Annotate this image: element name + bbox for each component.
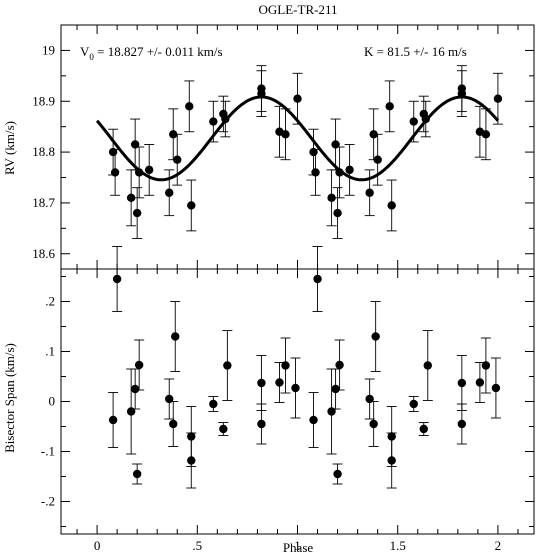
rv-ytick-label: 18.7: [32, 195, 55, 210]
bisector-data-point: [313, 274, 322, 284]
bisector-data-point: [419, 424, 428, 434]
rv-panel: 18.6 18.7 18.8 18.9 19: [32, 24, 535, 270]
bisector-data-point: [291, 383, 300, 393]
v0-annotation: V0 = 18.827 +/- 0.011 km/s: [80, 44, 223, 62]
chart-title: OGLE-TR-211: [259, 2, 338, 17]
bisector-data-point: [171, 332, 180, 341]
bisector-data-point: [457, 378, 467, 388]
rv-data-point: [165, 188, 174, 197]
rv-data-point: [327, 193, 336, 203]
bisector-data-point: [481, 361, 491, 370]
rv-ytick-label: 18.6: [32, 246, 55, 261]
v0-subscript: 0: [89, 52, 94, 62]
rv-data-point: [335, 168, 344, 177]
rv-data-point: [387, 201, 396, 210]
bisector-ytick-label: 0: [49, 394, 56, 409]
rv-data-point: [144, 165, 154, 175]
phase-tick-label: 1: [294, 538, 301, 553]
bisector-data-point: [169, 419, 178, 429]
rv-data-point: [385, 102, 394, 111]
bisector-data-point: [219, 424, 228, 434]
bisector-data-point: [409, 399, 418, 409]
rv-data-point: [110, 168, 120, 177]
bisector-data-point: [108, 415, 118, 425]
bisector-data-point: [335, 360, 344, 370]
bisector-data-point: [331, 384, 340, 394]
rv-data-point: [185, 102, 194, 111]
rv-data-point: [421, 114, 430, 124]
rv-data-point: [333, 208, 342, 218]
rv-data-point: [126, 193, 136, 203]
bisector-data-point: [257, 378, 266, 388]
rv-data-point: [132, 208, 142, 218]
bisector-data-point: [475, 378, 485, 387]
rv-data-point: [221, 114, 230, 124]
rv-data-point: [257, 89, 266, 98]
phase-tick-label: 2: [495, 538, 502, 553]
bisector-data-point: [130, 384, 140, 394]
rv-data-point: [311, 168, 320, 177]
bisector-data-point: [112, 274, 122, 284]
phase-tick-label: 1.5: [390, 538, 406, 553]
bisector-data-point: [491, 383, 501, 393]
rv-axis-title: RV (km/s): [2, 121, 17, 175]
bisector-data-point: [223, 361, 232, 370]
rv-data-point: [457, 89, 467, 98]
phase-tick-label: 0: [94, 538, 101, 553]
rv-data-point: [409, 117, 418, 126]
phase-tick-label: .5: [192, 538, 202, 553]
bisector-data-point: [423, 361, 432, 370]
rv-ytick-label: 18.9: [32, 93, 55, 108]
rv-ytick-label: 19: [42, 42, 55, 57]
bisector-data-point: [371, 332, 380, 341]
bisector-data-point: [333, 469, 342, 479]
bisector-data-point: [275, 378, 284, 387]
bisector-data-point: [134, 360, 144, 370]
k-annotation: K = 81.5 +/- 16 m/s: [364, 44, 467, 59]
bisector-ytick-label: -.1: [41, 444, 55, 459]
bisector-frame: [60, 268, 535, 535]
rv-data-point: [187, 201, 196, 210]
bisector-ytick-label: -.2: [41, 494, 55, 509]
v0-symbol: V: [80, 44, 90, 59]
rv-data-point: [134, 168, 144, 177]
rv-data-point: [281, 130, 290, 139]
rv-data-point: [209, 117, 218, 126]
phase-axis-title: Phase: [283, 540, 314, 555]
bisector-data-point: [187, 456, 196, 465]
rv-data-point: [345, 165, 354, 175]
bisector-data-point: [281, 361, 290, 370]
bisector-data-point: [309, 415, 318, 425]
rv-ytick-label: 18.8: [32, 144, 55, 159]
v0-value: = 18.827 +/- 0.011 km/s: [94, 44, 223, 59]
bisector-data-point: [457, 419, 467, 429]
bisector-data-point: [209, 399, 218, 409]
rv-data-point: [481, 130, 491, 139]
rv-data-point: [293, 94, 302, 103]
bisector-data-point: [387, 456, 396, 465]
rv-data-point: [373, 155, 382, 164]
bisector-ytick-label: .2: [45, 294, 55, 309]
bisector-panel: -.2 -.1 0 .1 .2 0 .5 1 1.5 2: [41, 246, 535, 553]
rv-data-point: [173, 155, 182, 164]
rv-data-point: [365, 188, 374, 197]
bisector-data-point: [132, 469, 142, 479]
bisector-data-point: [257, 419, 266, 429]
rv-data-point: [493, 94, 503, 103]
bisector-ytick-label: .1: [45, 344, 55, 359]
bisector-axis-title: Bisector Span (km/s): [2, 343, 17, 453]
bisector-data-point: [369, 419, 378, 429]
